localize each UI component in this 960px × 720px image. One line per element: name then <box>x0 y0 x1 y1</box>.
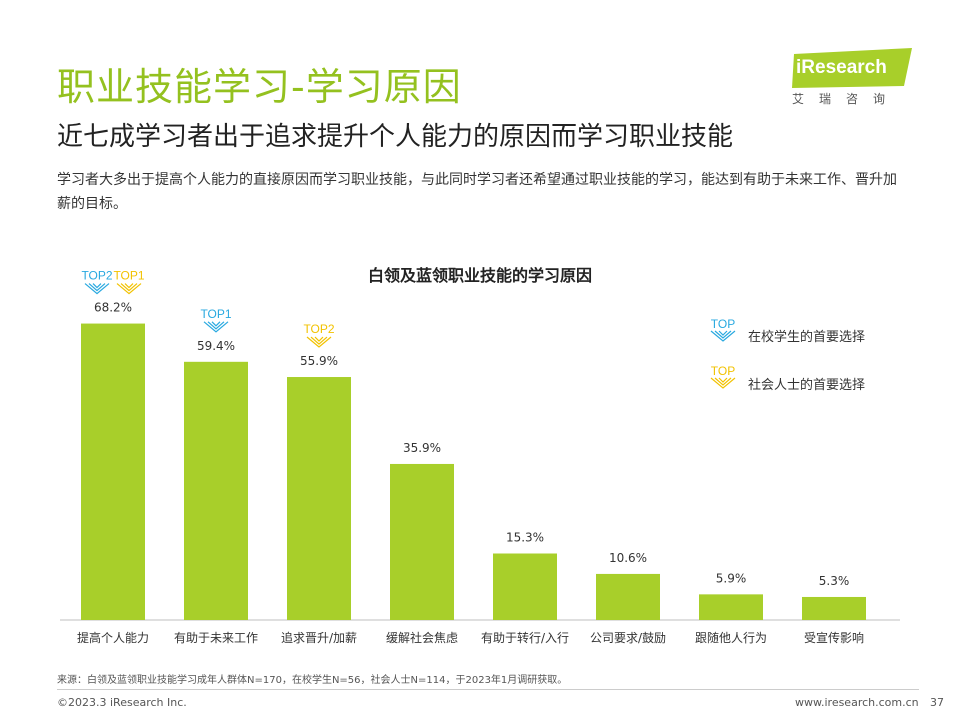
top-badge-chevron-1-2-3 <box>124 283 134 289</box>
value-label-2: 59.4% <box>197 339 235 353</box>
page-subtitle: 近七成学习者出于追求提升个人能力的原因而学习职业技能 <box>57 122 734 152</box>
top-badge-text-1-1: TOP2 <box>81 269 112 283</box>
bar-2 <box>184 361 248 620</box>
top-badge-text-2-1: TOP1 <box>200 307 231 321</box>
top-badge-text-1-2: TOP1 <box>113 269 144 283</box>
bar-3 <box>287 377 351 620</box>
category-label-8: 受宣传影响 <box>804 630 864 645</box>
logo-brand-text: iResearch <box>796 57 887 78</box>
category-label-6: 公司要求/鼓励 <box>590 631 666 645</box>
page-title: 职业技能学习-学习原因 <box>57 65 462 109</box>
legend-badge-social-text: TOP <box>711 364 735 378</box>
value-label-1: 68.2% <box>94 301 132 315</box>
footer-divider <box>57 689 919 690</box>
legend-badge-students-icon: TOP <box>710 317 736 342</box>
legend-badge-social: TOP <box>708 363 738 389</box>
top-badge-chevron-3-1-2 <box>310 336 328 345</box>
legend-badge-social-icon: TOP <box>710 364 736 389</box>
value-label-6: 10.6% <box>609 551 647 565</box>
top-badge-chevron-3-1-1 <box>306 336 332 348</box>
top-badge-chevron-1-2-2 <box>120 283 138 292</box>
value-label-3: 55.9% <box>300 354 338 368</box>
top-badge-chevron-3-1-3 <box>314 336 324 342</box>
top-badge-text-3-1: TOP2 <box>303 322 334 336</box>
value-label-5: 15.3% <box>506 530 544 544</box>
copyright: ©2023.3 iResearch Inc. <box>57 696 187 709</box>
category-label-2: 有助于未来工作 <box>174 631 258 645</box>
legend-label-students: 在校学生的首要选择 <box>748 330 866 345</box>
category-label-1: 提高个人能力 <box>77 630 149 645</box>
top-badge-chevron-2-1-3 <box>211 321 221 327</box>
legend-label-social: 社会人士的首要选择 <box>748 378 866 393</box>
bar-1 <box>81 323 145 620</box>
top-badge-chevron-1-1-3 <box>92 283 102 289</box>
top-badge-chevron-2-1-2 <box>207 321 225 330</box>
category-label-4: 缓解社会焦虑 <box>386 630 458 645</box>
value-label-8: 5.3% <box>819 574 850 588</box>
value-label-4: 35.9% <box>403 441 441 455</box>
bar-5 <box>493 553 557 620</box>
top-badge-chevron-1-1-1 <box>84 283 110 295</box>
bar-7 <box>699 594 763 620</box>
website-link[interactable]: www.iresearch.com.cn <box>795 696 919 709</box>
iresearch-logo: iResearch 艾瑞咨询 <box>792 48 912 110</box>
category-label-3: 追求晋升/加薪 <box>281 630 357 645</box>
category-label-5: 有助于转行/入行 <box>481 630 569 645</box>
page-number: 37 <box>930 696 944 709</box>
logo-banner-shape <box>792 48 912 88</box>
top-badge-chevron-1-1-2 <box>88 283 106 292</box>
source-note: 来源：白领及蓝领职业技能学习成年人群体N=170，在校学生N=56，社会人士N=… <box>57 675 568 686</box>
page-description: 学习者大多出于提高个人能力的直接原因而学习职业技能，与此同时学习者还希望通过职业… <box>57 172 897 212</box>
logo-cn-text: 艾瑞咨询 <box>792 92 901 106</box>
value-label-7: 5.9% <box>716 571 747 585</box>
bar-6 <box>596 573 660 620</box>
bar-4 <box>390 463 454 620</box>
legend-badge-students: TOP <box>708 316 738 342</box>
top-badge-chevron-2-1-1 <box>203 321 229 333</box>
legend-badge-students-text: TOP <box>711 317 735 331</box>
top-badge-chevron-1-2-1 <box>116 283 142 295</box>
category-label-7: 跟随他人行为 <box>695 630 767 645</box>
chart-title: 白领及蓝领职业技能的学习原因 <box>367 266 592 285</box>
bar-8 <box>802 596 866 620</box>
